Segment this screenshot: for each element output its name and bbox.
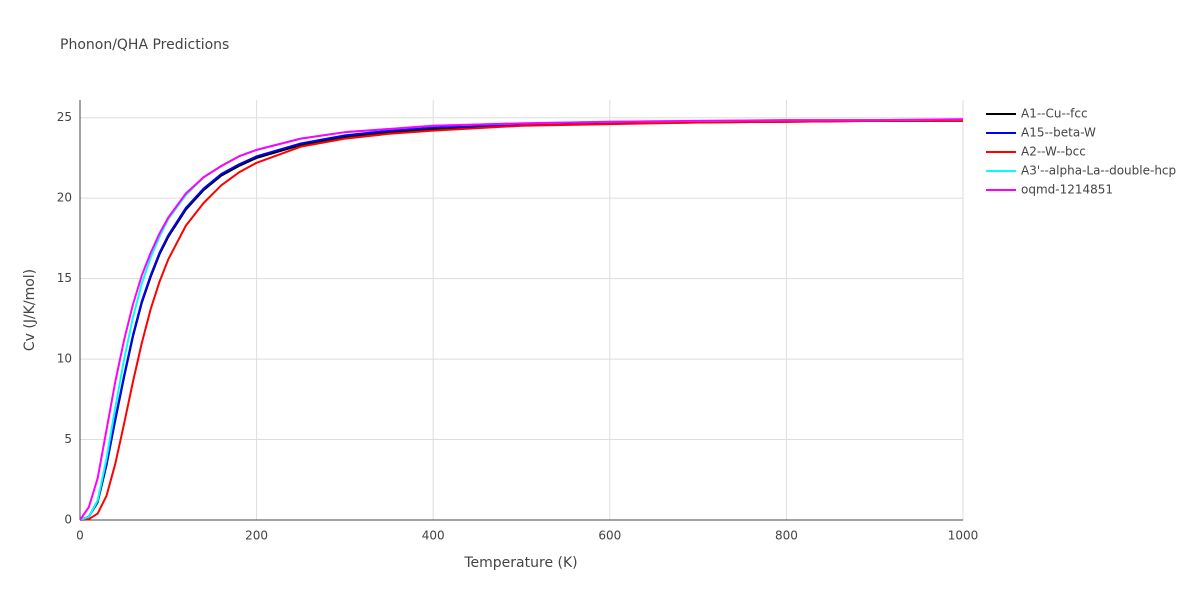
legend-label: oqmd-1214851	[1021, 183, 1113, 197]
legend-label: A3'--alpha-La--double-hcp	[1021, 164, 1176, 178]
x-axis-title: Temperature (K)	[463, 555, 577, 571]
series-line	[79, 118, 964, 521]
x-tick-label: 1000	[948, 529, 979, 543]
series-line	[79, 119, 963, 521]
x-tick-label: 600	[598, 529, 621, 543]
legend-label: A2--W--bcc	[1021, 145, 1086, 159]
series-line	[79, 119, 963, 521]
y-axis-title: Cv (J/K/mol)	[22, 269, 38, 351]
y-tick-label: 20	[57, 191, 72, 205]
y-tick-label: 10	[57, 352, 72, 366]
y-tick-label: 0	[64, 513, 72, 527]
x-tick-label: 0	[76, 529, 84, 543]
x-tick-label: 800	[775, 529, 798, 543]
y-tick-label: 25	[57, 110, 72, 124]
series-line	[79, 118, 964, 521]
x-tick-label: 400	[422, 529, 445, 543]
legend-label: A15--beta-W	[1021, 126, 1096, 140]
x-tick-label: 200	[245, 529, 268, 543]
chart-title: Phonon/QHA Predictions	[60, 37, 229, 53]
y-tick-label: 15	[57, 271, 72, 285]
legend-label: A1--Cu--fcc	[1021, 107, 1088, 121]
y-tick-label: 5	[64, 432, 72, 446]
